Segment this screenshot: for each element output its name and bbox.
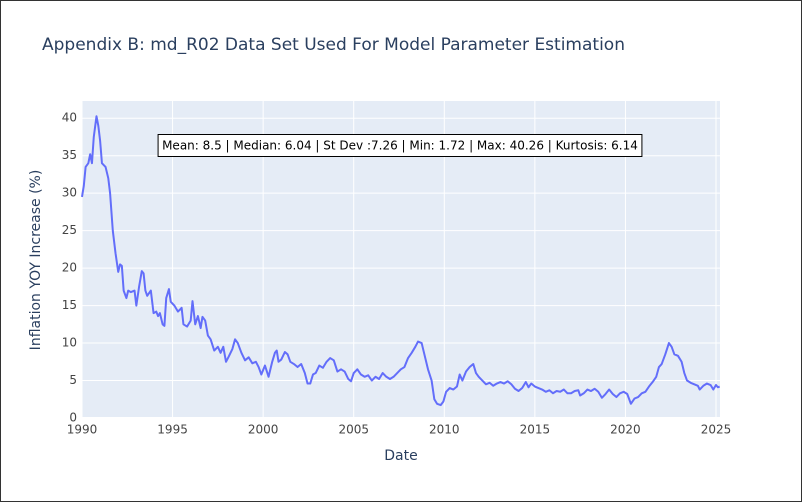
x-axis-label: Date: [384, 448, 417, 464]
x-tick-label: 1990: [67, 423, 98, 437]
y-tick-label: 35: [62, 148, 77, 162]
x-tick-label: 2025: [701, 423, 732, 437]
marks: [81, 115, 721, 407]
y-tick-label: 40: [62, 111, 77, 125]
x-tick-label: 1995: [157, 423, 188, 437]
x-tick-label: 2000: [248, 423, 279, 437]
y-tick-label: 0: [69, 411, 77, 425]
chart-title: Appendix B: md_R02 Data Set Used For Mod…: [42, 35, 625, 55]
x-tick-label: 2010: [429, 423, 460, 437]
y-axis-label: Inflation YOY Increase (%): [28, 170, 44, 351]
x-tick-label: 2005: [338, 423, 369, 437]
x-tick-label: 2015: [520, 423, 551, 437]
y-tick-label: 15: [62, 298, 77, 312]
annotation: Mean: 8.5 | Median: 6.04 | St Dev :7.26 …: [162, 139, 638, 153]
data-line: [81, 115, 721, 407]
y-tick-label: 25: [62, 223, 77, 237]
y-tick-label: 5: [69, 373, 77, 387]
y-tick-label: 30: [62, 186, 77, 200]
y-tick-label: 20: [62, 261, 77, 275]
x-tick-label: 2020: [610, 423, 641, 437]
y-tick-label: 10: [62, 336, 77, 350]
annotation-box: [157, 134, 643, 157]
